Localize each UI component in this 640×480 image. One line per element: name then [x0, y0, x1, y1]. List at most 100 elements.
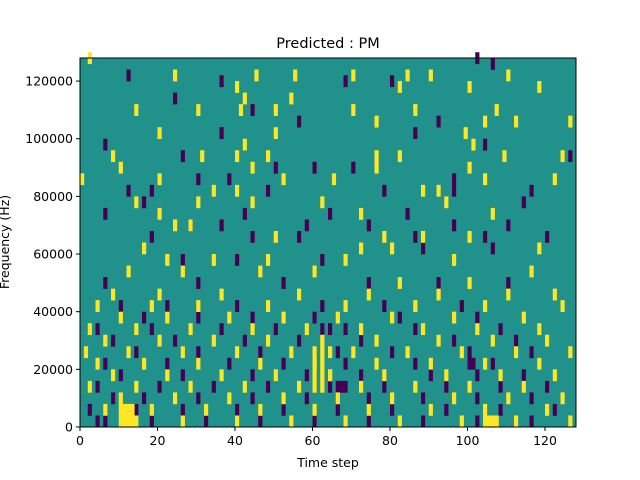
heatmap-cell-high — [413, 300, 418, 312]
heatmap-cell-low — [173, 334, 178, 347]
heatmap-cell-high — [118, 161, 123, 174]
heatmap-cell-high — [165, 369, 170, 382]
heatmap-cell-high — [95, 357, 100, 370]
heatmap-cell-low — [87, 403, 92, 416]
heatmap-cell-high — [335, 311, 340, 324]
heatmap-cell-high — [428, 357, 433, 370]
heatmap-cell-low — [196, 392, 201, 405]
heatmap-cell-low — [196, 173, 201, 186]
heatmap-cell-low — [413, 230, 418, 243]
heatmap-cells — [80, 52, 573, 428]
heatmap-cell-low — [529, 184, 534, 197]
heatmap-cell-high — [289, 92, 294, 105]
heatmap-cell-low — [351, 161, 356, 174]
heatmap-cell-low — [111, 392, 116, 405]
heatmap-cell-high — [390, 242, 395, 255]
heatmap-cell-high — [273, 104, 278, 116]
y-tick-label: 80000 — [33, 189, 73, 204]
heatmap-cell-high — [490, 415, 495, 428]
heatmap-cell-low — [506, 277, 511, 289]
heatmap-cell-low — [514, 334, 519, 347]
heatmap-cell-low — [149, 230, 154, 243]
heatmap-cell-low — [211, 380, 216, 393]
heatmap-cell-high — [258, 265, 263, 278]
heatmap-cell-high — [157, 127, 162, 140]
heatmap-cell-high — [254, 69, 259, 82]
y-tick-label: 100000 — [25, 131, 73, 146]
heatmap-cell-high — [87, 323, 92, 336]
heatmap-cell-low — [281, 357, 286, 370]
heatmap-cell-low — [165, 300, 170, 312]
heatmap-cell-high — [390, 392, 395, 405]
heatmap-cell-high — [331, 173, 337, 186]
heatmap-cell-low — [250, 392, 255, 405]
heatmap-cell-high — [188, 219, 193, 232]
heatmap-cell-high — [289, 415, 294, 428]
heatmap-cell-low — [258, 415, 263, 428]
heatmap-cell-low — [312, 415, 317, 428]
heatmap-cell-low — [180, 254, 185, 266]
heatmap-cell-high — [118, 392, 123, 405]
heatmap-cell-high — [328, 346, 333, 359]
heatmap-cell-high — [211, 184, 216, 197]
heatmap-cell-low — [521, 196, 526, 209]
heatmap-cell-low — [142, 392, 147, 405]
heatmap-cell-high — [126, 265, 131, 278]
heatmap-cell-low — [475, 415, 480, 428]
heatmap-cell-high — [413, 380, 418, 393]
heatmap-cell-low — [490, 357, 495, 370]
heatmap-cell-low — [467, 346, 472, 359]
heatmap-cell-high — [95, 300, 100, 312]
heatmap-cell-high — [486, 415, 492, 428]
heatmap-cell-high — [266, 300, 271, 312]
heatmap-cell-high — [242, 138, 247, 151]
heatmap-cell-high — [545, 403, 550, 416]
heatmap-cell-low — [320, 254, 325, 266]
heatmap-cell-high — [552, 173, 557, 186]
heatmap-cell-high — [238, 104, 244, 116]
heatmap-cell-high — [351, 104, 356, 116]
heatmap-cell-high — [235, 184, 240, 197]
heatmap-cell-low — [335, 346, 340, 359]
heatmap-cell-high — [366, 288, 371, 301]
heatmap-cell-high — [467, 380, 472, 393]
heatmap-cell-high — [188, 323, 193, 336]
heatmap-cell-low — [545, 380, 550, 393]
heatmap-cell-high — [463, 127, 468, 140]
heatmap-cell-low — [134, 346, 139, 359]
x-tick-label: 100 — [456, 433, 480, 448]
heatmap-cell-high — [494, 415, 499, 428]
heatmap-cell-low — [281, 277, 286, 289]
heatmap-cell-high — [130, 403, 135, 416]
heatmap-cell-high — [413, 104, 418, 116]
heatmap-cell-high — [502, 150, 507, 163]
heatmap-cell-low — [444, 403, 449, 416]
heatmap-cell-low — [413, 323, 418, 336]
heatmap-cell-high — [436, 288, 441, 301]
heatmap-cell-high — [196, 300, 201, 312]
heatmap-cell-high — [452, 254, 457, 266]
heatmap-cell-low — [475, 369, 480, 382]
heatmap-cell-high — [382, 369, 387, 382]
heatmap-cell-high — [359, 242, 364, 255]
heatmap-cell-low — [339, 380, 344, 393]
x-tick-label: 40 — [227, 433, 243, 448]
heatmap-cell-high — [242, 380, 247, 393]
heatmap-cell-low — [359, 369, 364, 382]
heatmap-cell-high — [142, 242, 147, 255]
heatmap-cell-low — [366, 415, 371, 428]
heatmap-cell-high — [196, 357, 201, 370]
heatmap-cell-high — [165, 311, 170, 324]
heatmap-cell-high — [250, 323, 255, 336]
x-tick-label: 20 — [150, 433, 166, 448]
y-axis: 0 20000 40000 60000 80000 100000 120000 — [25, 74, 80, 435]
heatmap-cell-high — [235, 150, 240, 163]
heatmap-cell-high — [250, 196, 255, 209]
heatmap-cell-low — [149, 184, 154, 197]
heatmap-cell-high — [281, 173, 286, 186]
heatmap-cell-high — [467, 230, 472, 243]
heatmap-cell-low — [328, 380, 333, 393]
heatmap-cell-high — [428, 69, 433, 82]
heatmap-cell-high — [293, 69, 298, 82]
